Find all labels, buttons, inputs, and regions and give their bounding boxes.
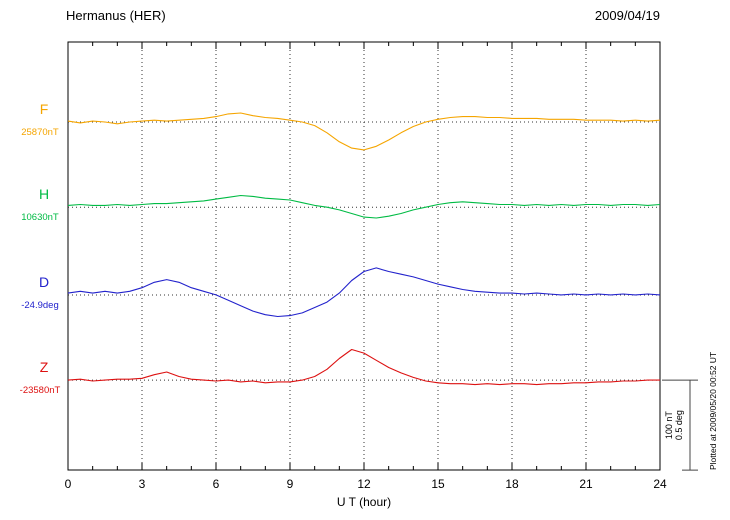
- trace-F: [67, 112, 661, 151]
- x-tick-label: 12: [357, 477, 371, 491]
- x-tick-label: 24: [653, 477, 667, 491]
- series-baseline-value-H: 10630nT: [21, 212, 59, 223]
- scale-bar-label-nt: 100 nT: [664, 411, 674, 440]
- series-baseline-value-D: -24.9deg: [21, 300, 59, 311]
- x-tick-label: 21: [579, 477, 593, 491]
- x-tick-label: 0: [65, 477, 72, 491]
- x-tick-label: 18: [505, 477, 519, 491]
- trace-Z: [67, 348, 660, 386]
- x-tick-label: 15: [431, 477, 445, 491]
- date-label: 2009/04/19: [594, 8, 660, 23]
- trace-D: [67, 267, 661, 318]
- scale-bar-label-deg: 0.5 deg: [674, 410, 684, 440]
- x-axis-label: U T (hour): [337, 495, 391, 509]
- x-tick-label: 3: [139, 477, 146, 491]
- series-label-Z: Z: [40, 359, 49, 375]
- x-tick-label: 9: [287, 477, 294, 491]
- x-tick-label: 6: [213, 477, 220, 491]
- station-title: Hermanus (HER): [66, 8, 166, 23]
- plotted-at-note: Plotted at 2009/05/20 00:52 UT: [708, 352, 718, 470]
- series-baseline-value-F: 25870nT: [21, 127, 59, 138]
- series-label-F: F: [40, 101, 49, 117]
- trace-H: [67, 194, 661, 219]
- series-label-D: D: [39, 274, 49, 290]
- series-label-H: H: [39, 186, 49, 202]
- series-baseline-value-Z: -23580nT: [20, 385, 61, 396]
